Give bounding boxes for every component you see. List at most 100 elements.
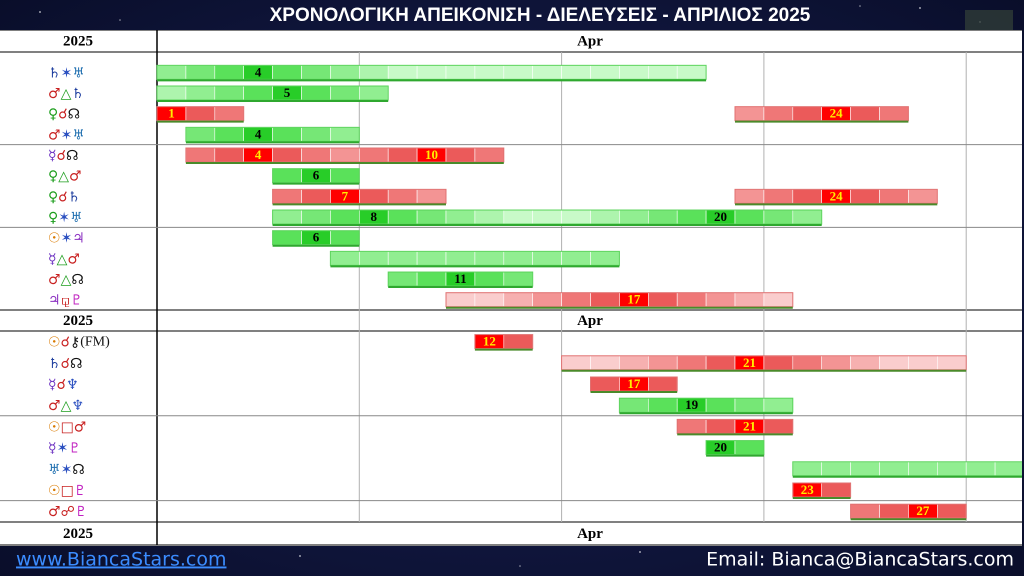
bar-cell bbox=[619, 65, 649, 80]
bar-cell bbox=[301, 65, 331, 80]
bar-cell bbox=[156, 85, 187, 101]
peak-label: 20 bbox=[714, 440, 727, 455]
glyph: ✶ bbox=[57, 441, 69, 457]
bar-cell bbox=[705, 419, 736, 434]
bar-cell bbox=[850, 461, 880, 477]
glyph: ⚷ bbox=[70, 335, 80, 351]
glyph: ♄ bbox=[48, 65, 61, 81]
glyph: ♄ bbox=[48, 356, 61, 372]
website-link[interactable]: www.BiancaStars.com bbox=[16, 549, 226, 571]
bar-cell bbox=[503, 209, 533, 225]
bar-cell bbox=[474, 271, 505, 287]
aspect-label: ☉□♇ bbox=[48, 483, 86, 499]
bar-cell bbox=[590, 355, 620, 371]
transit-bar: 11 bbox=[387, 271, 534, 289]
glyph: ♃ bbox=[48, 293, 61, 309]
bar-cell bbox=[416, 209, 447, 225]
month-label: Apr bbox=[577, 33, 603, 49]
corner-icon bbox=[965, 10, 1013, 32]
bar-cell bbox=[994, 461, 1022, 477]
bar-cell bbox=[416, 65, 447, 80]
peak-label: 24 bbox=[830, 188, 844, 203]
peak-label: 10 bbox=[425, 147, 438, 162]
bar-cell bbox=[445, 209, 476, 225]
bar-cell bbox=[330, 147, 360, 163]
title: ΧΡΟΝΟΛΟΓΙΚΗ ΑΠΕΙΚΟΝΙΣΗ - ΔΙΕΛΕΥΣΕΙΣ - ΑΠ… bbox=[270, 5, 811, 26]
bar-cell bbox=[908, 189, 938, 204]
glyph: ♄ bbox=[68, 189, 81, 205]
glyph: ♇ bbox=[68, 441, 81, 457]
bar-cell bbox=[445, 292, 476, 308]
bar-cell bbox=[619, 397, 649, 413]
glyph: △ bbox=[61, 272, 72, 288]
transit-bar: 27 bbox=[850, 503, 967, 521]
transit-bar: 6 bbox=[272, 168, 360, 185]
bar-cell bbox=[561, 251, 591, 266]
bar-cell bbox=[792, 355, 822, 371]
aspect-label: ♅✶☊ bbox=[48, 462, 85, 478]
glyph: ☌ bbox=[58, 107, 67, 123]
bar-cell bbox=[792, 461, 822, 477]
transit-bar: 1 bbox=[156, 106, 245, 123]
glyph: △ bbox=[57, 251, 68, 267]
glyph: ✶ bbox=[61, 231, 73, 247]
bar-cell bbox=[647, 209, 678, 225]
bar-cell bbox=[734, 397, 765, 413]
bar-cell bbox=[561, 65, 591, 80]
glyph: ♀ bbox=[48, 210, 58, 226]
peak-label: 4 bbox=[255, 126, 262, 141]
bar-cell bbox=[647, 292, 678, 308]
glyph: ☌ bbox=[61, 335, 70, 351]
peak-label: 11 bbox=[454, 271, 466, 286]
bar-cell bbox=[387, 65, 418, 80]
aspect-label: ☿☌♆ bbox=[48, 377, 79, 393]
peak-label: 23 bbox=[801, 482, 815, 497]
aspect-label: ☉✶♃ bbox=[48, 231, 85, 247]
bar-cell bbox=[387, 209, 418, 225]
bar-cell bbox=[185, 65, 216, 80]
bar-cell bbox=[705, 397, 736, 413]
glyph: (FM) bbox=[80, 335, 110, 350]
month-label: Apr bbox=[577, 313, 603, 329]
bar-cell bbox=[272, 147, 302, 163]
glyph: ☊ bbox=[71, 272, 83, 288]
peak-label: 21 bbox=[743, 355, 756, 370]
bar-cell bbox=[272, 168, 302, 183]
glyph: ♀ bbox=[48, 107, 58, 123]
bar-cell bbox=[503, 271, 533, 287]
transit-bar: 24 bbox=[734, 188, 938, 206]
glyph: ☉ bbox=[48, 335, 61, 351]
glyph: △ bbox=[61, 86, 72, 102]
bar-cell bbox=[272, 230, 302, 245]
bar-cell bbox=[301, 127, 331, 142]
bar-cell bbox=[272, 189, 302, 204]
transit-bar: 12 bbox=[474, 334, 534, 351]
glyph: ♀ bbox=[48, 169, 58, 185]
glyph: ♂ bbox=[48, 127, 61, 143]
bar-cell bbox=[821, 355, 851, 371]
glyph: ♅ bbox=[72, 65, 85, 81]
glyph: ✶ bbox=[58, 210, 70, 226]
transit-bar: 17 bbox=[445, 292, 794, 309]
bar-cell bbox=[532, 292, 562, 308]
peak-label: 12 bbox=[483, 334, 496, 349]
glyph: ☉ bbox=[48, 231, 61, 247]
bar-cell bbox=[185, 85, 216, 101]
bar-cell bbox=[358, 65, 389, 80]
peak-label: 17 bbox=[627, 292, 641, 307]
bar-cell bbox=[647, 65, 678, 80]
aspect-label: ♄✶♅ bbox=[48, 65, 85, 81]
peak-label: 6 bbox=[313, 230, 320, 245]
bar-cell bbox=[936, 503, 967, 519]
bar-cell bbox=[734, 189, 765, 204]
bar-cell bbox=[590, 376, 620, 392]
bar-cell bbox=[416, 189, 447, 204]
bar-cell bbox=[647, 397, 678, 413]
transit-bar: 5 bbox=[156, 85, 389, 103]
bar-cell bbox=[676, 419, 707, 434]
bar-cell bbox=[763, 419, 794, 434]
bar-cell bbox=[879, 503, 909, 519]
aspect-label: ♀☌♄ bbox=[48, 189, 80, 205]
